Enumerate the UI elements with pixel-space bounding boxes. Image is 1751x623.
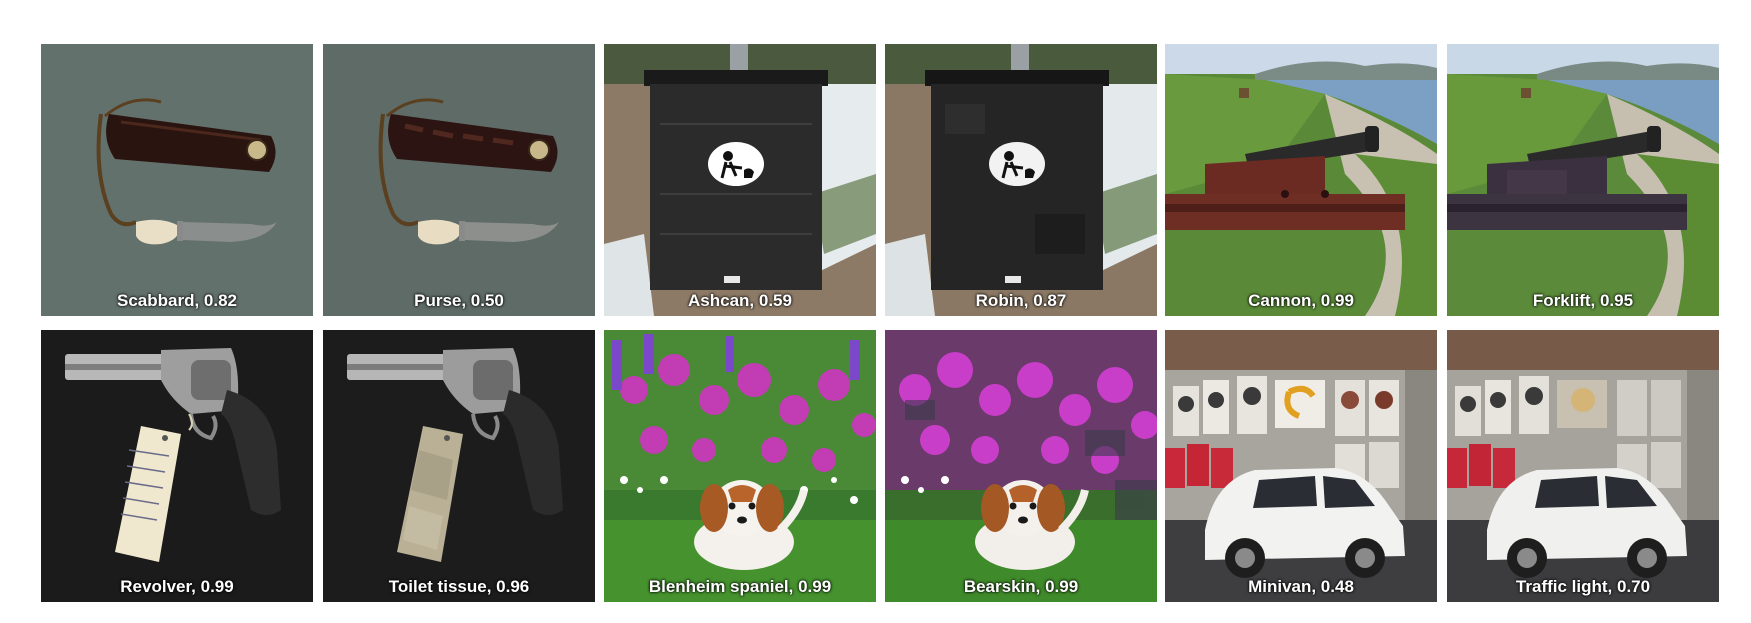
cannon-image xyxy=(1165,44,1437,316)
tile-cannon: Cannon, 0.99 xyxy=(1165,44,1437,316)
tile-caption: Minivan, 0.48 xyxy=(1248,577,1354,596)
spaniel-perturbed-image xyxy=(885,330,1157,602)
tile-caption: Scabbard, 0.82 xyxy=(116,291,237,310)
tile-revolver: Revolver, 0.99 xyxy=(41,330,313,602)
tile-caption: Toilet tissue, 0.96 xyxy=(388,577,530,596)
tile-caption: Bearskin, 0.99 xyxy=(963,577,1079,596)
suv-perturbed-image xyxy=(1447,330,1719,602)
cannon-perturbed-image xyxy=(1447,44,1719,316)
tile-forklift: Forklift, 0.95 xyxy=(1447,44,1719,316)
suv-image xyxy=(1165,330,1437,602)
waste-bin-image xyxy=(604,44,876,316)
knife-sheath-perturbed-image xyxy=(323,44,595,316)
tile-robin: Robin, 0.87 xyxy=(885,44,1157,316)
tile-minivan: Minivan, 0.48 xyxy=(1165,330,1437,602)
tile-caption: Cannon, 0.99 xyxy=(1248,291,1354,310)
tile-caption: Revolver, 0.99 xyxy=(120,577,234,596)
tile-traffic-light: Traffic light, 0.70 xyxy=(1447,330,1719,602)
tile-caption: Robin, 0.87 xyxy=(975,291,1067,310)
tile-caption: Forklift, 0.95 xyxy=(1532,291,1634,310)
tile-caption: Traffic light, 0.70 xyxy=(1515,577,1651,596)
knife-sheath-image xyxy=(41,44,313,316)
tile-purse: Purse, 0.50 xyxy=(323,44,595,316)
waste-bin-perturbed-image xyxy=(885,44,1157,316)
tile-blenheim-spaniel: Blenheim spaniel, 0.99 xyxy=(604,330,876,602)
tile-ashcan: Ashcan, 0.59 xyxy=(604,44,876,316)
spaniel-image xyxy=(604,330,876,602)
revolver-image xyxy=(41,330,313,602)
tile-scabbard: Scabbard, 0.82 xyxy=(41,44,313,316)
revolver-perturbed-image xyxy=(323,330,595,602)
tile-caption: Purse, 0.50 xyxy=(414,291,504,310)
tile-bearskin: Bearskin, 0.99 xyxy=(885,330,1157,602)
tile-caption: Ashcan, 0.59 xyxy=(688,291,792,310)
tile-toilet-tissue: Toilet tissue, 0.96 xyxy=(323,330,595,602)
tile-caption: Blenheim spaniel, 0.99 xyxy=(648,577,832,596)
